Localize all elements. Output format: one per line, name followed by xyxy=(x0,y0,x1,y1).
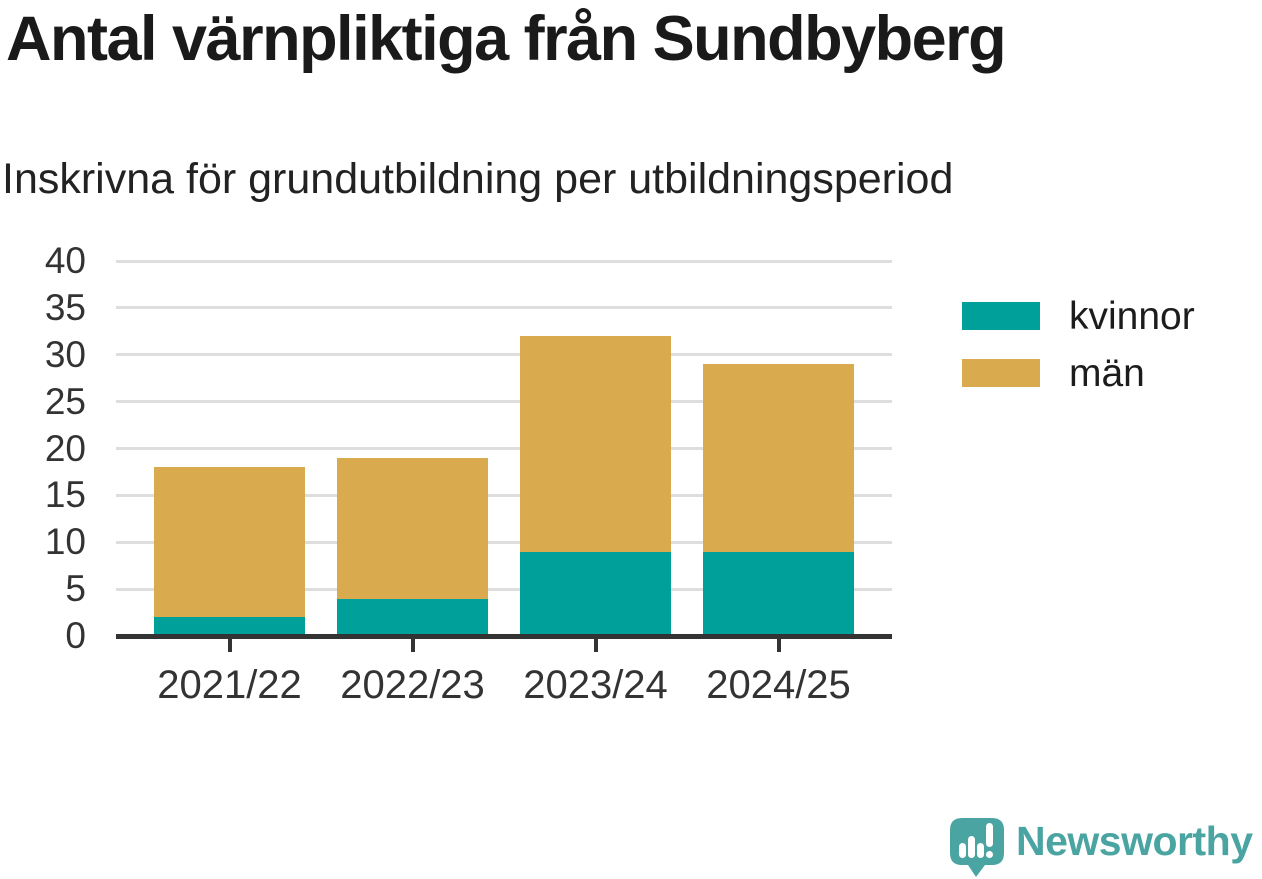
newsworthy-logo-icon xyxy=(950,818,1004,877)
newsworthy-logo-text: Newsworthy xyxy=(1016,818,1253,864)
y-axis-tick-label-15: 15 xyxy=(44,474,86,516)
y-axis-tick-label-40: 40 xyxy=(44,240,86,281)
legend-label-man: män xyxy=(1069,351,1145,395)
gridline-y-25 xyxy=(116,400,892,404)
gridline-y-15 xyxy=(116,493,892,497)
gridline-y-10 xyxy=(116,540,892,544)
x-axis-line xyxy=(116,634,892,639)
gridline-y-20 xyxy=(116,447,892,450)
x-axis-label-2021-22: 2021/22 xyxy=(157,663,302,707)
legend-item-kvinnor: kvinnor xyxy=(962,297,1195,336)
x-axis-tick-2023-24 xyxy=(593,639,598,652)
newsworthy-logo: Newsworthy xyxy=(948,817,1253,879)
x-axis-tick-2022-23 xyxy=(410,639,415,652)
bar-segment-män-2023-24 xyxy=(520,336,671,552)
gridline-y-40 xyxy=(116,259,892,263)
bar-segment-kvinnor-2024-25 xyxy=(703,551,854,636)
x-axis-label-2022-23: 2022/23 xyxy=(340,663,485,707)
y-axis-tick-label-35: 35 xyxy=(44,286,86,328)
bar-segment-män-2024-25 xyxy=(703,364,854,552)
bar-segment-kvinnor-2023-24 xyxy=(520,551,671,636)
y-axis-tick-label-10: 10 xyxy=(44,521,86,563)
gridline-y-35 xyxy=(116,306,892,310)
legend-swatch-man xyxy=(962,359,1040,387)
y-axis-tick-label-30: 30 xyxy=(44,333,86,375)
x-axis-tick-2021-22 xyxy=(227,639,232,652)
x-axis-label-2023-24: 2023/24 xyxy=(523,663,668,707)
y-axis-tick-label-20: 20 xyxy=(44,427,86,469)
legend-label-kvinnor: kvinnor xyxy=(1069,294,1195,338)
x-axis-tick-2024-25 xyxy=(776,639,781,652)
legend-swatch-kvinnor xyxy=(962,302,1040,330)
legend-item-man: män xyxy=(962,354,1195,393)
gridline-y-5 xyxy=(116,587,892,591)
gridline-y-30 xyxy=(116,353,892,357)
bar-segment-kvinnor-2021-22 xyxy=(154,617,305,636)
chart-title: Antal värnpliktiga från Sundbyberg xyxy=(6,4,1007,74)
y-axis-tick-label-0: 0 xyxy=(65,615,86,656)
x-axis-label-2024-25: 2024/25 xyxy=(706,663,851,707)
bar-segment-kvinnor-2022-23 xyxy=(337,598,488,636)
plot-area: 0 5 10 15 20 25 30 35 40 2021/22 2022/23 2023/24 202… xyxy=(45,242,892,705)
bar-segment-män-2021-22 xyxy=(154,467,305,618)
legend: kvinnor män xyxy=(962,297,1195,416)
y-axis-tick-label-5: 5 xyxy=(65,568,86,610)
chart-subtitle: Inskrivna för grundutbildning per utbild… xyxy=(2,155,954,203)
bar-segment-män-2022-23 xyxy=(337,457,488,599)
y-axis-tick-label-25: 25 xyxy=(44,380,86,422)
